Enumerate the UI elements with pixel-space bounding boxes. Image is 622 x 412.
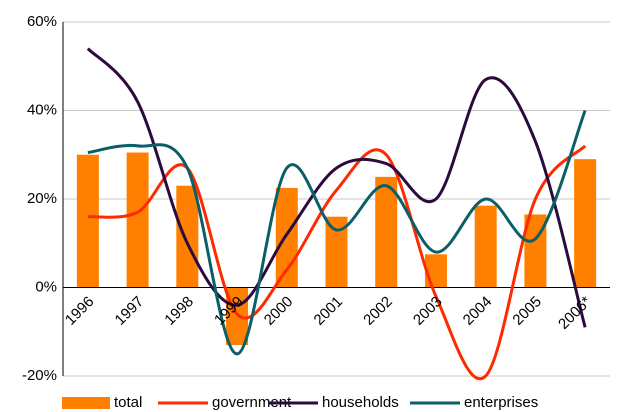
x-tick-label: 2003 <box>410 293 446 329</box>
bar <box>474 205 497 288</box>
x-tick-label: 1997 <box>112 293 148 329</box>
x-tick-label: 2005 <box>509 293 545 329</box>
x-tick-label: 2004 <box>460 293 496 329</box>
x-tick-label: 1998 <box>161 293 197 329</box>
y-tick-label: 60% <box>27 13 57 30</box>
bar <box>126 152 149 288</box>
line <box>87 109 587 356</box>
y-tick-label: -20% <box>22 367 57 384</box>
x-tick-label: 2002 <box>360 293 396 329</box>
bar <box>574 159 597 288</box>
bar <box>325 216 348 288</box>
line <box>86 47 587 328</box>
bar <box>275 187 298 288</box>
x-tick-label: 2001 <box>311 293 347 329</box>
x-tick-label: 2006* <box>555 293 595 333</box>
bar <box>76 154 99 288</box>
bar <box>375 176 398 288</box>
legend-label: government <box>212 394 292 411</box>
y-tick-label: 40% <box>27 101 57 118</box>
legend-label: total <box>114 394 142 411</box>
legend-label: households <box>322 394 399 411</box>
y-tick-label: 0% <box>35 278 57 295</box>
y-tick-label: 20% <box>27 190 57 207</box>
legend-label: enterprises <box>464 394 538 411</box>
x-tick-label: 1996 <box>62 293 98 329</box>
bar <box>176 185 199 288</box>
legend-swatch <box>62 397 110 409</box>
